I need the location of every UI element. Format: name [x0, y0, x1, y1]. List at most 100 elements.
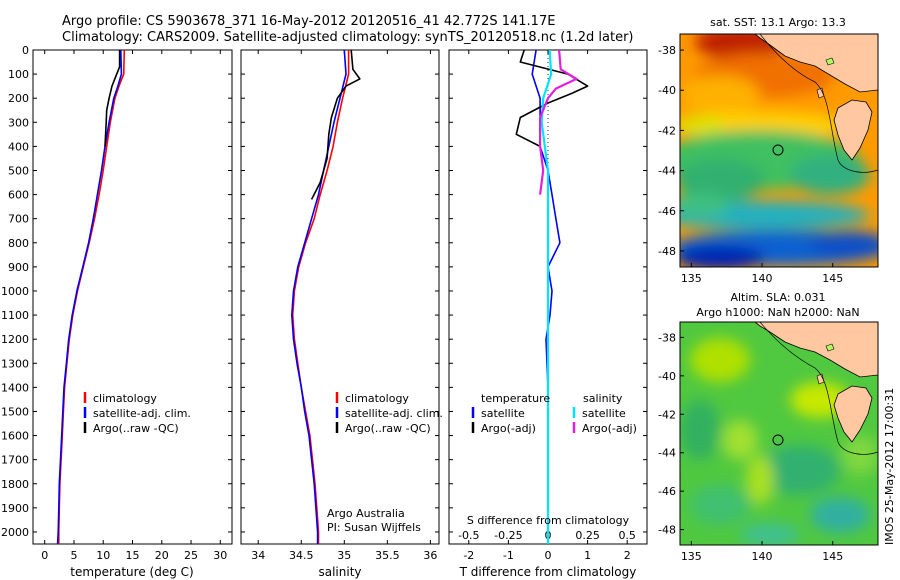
map-y-tick-label: -38	[658, 331, 676, 344]
title-line-1: Argo profile: CS 5903678_371 16-May-2012…	[62, 14, 555, 29]
series-line-satellite-adj-clim-	[290, 50, 347, 544]
difference-panel: -2 -1 0 1 2-0.5 -0.25 0 0.25 0.5 temperature sal…	[448, 49, 648, 579]
x-tick-label-t: 0	[545, 549, 552, 562]
x-tick-label: 20	[155, 549, 169, 562]
y-tick-label: 1200	[1, 333, 29, 346]
sla-field	[680, 322, 878, 545]
series-line-s-argo-adj-	[538, 50, 578, 195]
x-tick-label-s: 0.5	[618, 529, 636, 542]
imos-timestamp-label: IMOS 25-May-2012 17:00:31	[883, 388, 896, 545]
legend-label-t-argo: Argo(-adj)	[481, 422, 536, 435]
series-line-argo-raw-qc-	[104, 50, 121, 147]
x-tick-label: 34.5	[289, 549, 314, 562]
salinity-legend: climatology satellite-adj. clim. Argo(..…	[335, 392, 443, 435]
x-tick-label: 25	[184, 549, 198, 562]
legend-header-salinity: salinity	[583, 392, 623, 405]
x-tick-label: 35.5	[375, 549, 400, 562]
temperature-panel: 0100200300400500600700800900100011001200…	[1, 44, 233, 579]
land-overlay	[754, 322, 878, 455]
y-tick-label: 1900	[1, 502, 29, 515]
x-tick-label-s: -0.25	[494, 529, 522, 542]
legend-label-t-satellite: satellite	[481, 407, 525, 420]
x-tick-label-t: -2	[463, 549, 474, 562]
y-tick-label: 700	[8, 213, 29, 226]
sla-map-title-1: Altim. SLA: 0.031	[730, 291, 825, 304]
sla-map-title-2: Argo h1000: NaN h2000: NaN	[696, 306, 859, 319]
x-tick-label: 10	[96, 549, 110, 562]
y-tick-label: 800	[8, 237, 29, 250]
map-y-tick-label: -42	[658, 408, 676, 421]
map-x-tick-label: 140	[752, 550, 773, 563]
y-tick-label: 500	[8, 164, 29, 177]
legend-label-s-argo: Argo(-adj)	[582, 422, 637, 435]
map-y-tick-label: -48	[658, 245, 676, 258]
map-x-tick-label: 145	[822, 550, 843, 563]
y-tick-label: 1800	[1, 478, 29, 491]
map-y-tick-label: -44	[658, 447, 676, 460]
y-tick-label: 300	[8, 116, 29, 129]
map-x-tick-label: 145	[822, 272, 843, 285]
sst-field	[680, 34, 878, 267]
argo-location-marker	[772, 434, 784, 446]
y-tick-label: 1600	[1, 430, 29, 443]
y-tick-label: 1300	[1, 357, 29, 370]
sst-map-frame	[679, 33, 879, 268]
map-x-tick-label: 135	[681, 550, 702, 563]
map-y-tick-label: -48	[658, 524, 676, 537]
salinity-axes-box	[240, 49, 440, 545]
x-tick-label-t: 1	[584, 549, 591, 562]
y-tick-label: 1700	[1, 454, 29, 467]
legend-label-satellite: satellite-adj. clim.	[93, 407, 191, 420]
series-line-climatology	[291, 50, 350, 544]
legend-label-argo: Argo(..raw -QC)	[93, 422, 179, 435]
land-overlay	[754, 34, 878, 173]
x-tick-label: 15	[126, 549, 140, 562]
sla-map-panel: Altim. SLA: 0.031 Argo h1000: NaN h2000:…	[658, 291, 879, 563]
difference-xlabel: T difference from climatology	[459, 565, 637, 579]
x-tick-label-s: 0.25	[575, 529, 600, 542]
temperature-legend: climatology satellite-adj. clim. Argo(..…	[83, 392, 191, 435]
map-x-tick-label: 135	[681, 272, 702, 285]
temperature-xlabel: temperature (deg C)	[70, 565, 193, 579]
title-line-2: Climatology: CARS2009. Satellite-adjuste…	[62, 30, 634, 45]
x-tick-label: 34	[251, 549, 265, 562]
map-y-tick-label: -38	[658, 44, 676, 57]
x-tick-label: 5	[70, 549, 77, 562]
legend-label-climatology: climatology	[93, 392, 157, 405]
y-tick-label: 0	[22, 44, 29, 57]
x-tick-label: 36	[423, 549, 437, 562]
legend-label-satellite: satellite-adj. clim.	[345, 407, 443, 420]
salinity-panel: 34 34.5 35 35.5 36 climatology satellite-adj…	[240, 49, 443, 579]
map-y-tick-label: -44	[658, 165, 676, 178]
series-line-t-argo-adj-	[515, 50, 589, 148]
series-line-satellite-adj-clim-	[56, 50, 123, 544]
x-tick-label: 35	[337, 549, 351, 562]
legend-header-temperature: temperature	[481, 392, 550, 405]
legend-label-s-satellite: satellite	[582, 407, 626, 420]
sst-map-panel: sat. SST: 13.1 Argo: 13.3	[658, 16, 879, 285]
y-tick-label: 400	[8, 140, 29, 153]
x-tick-label: 0	[41, 549, 48, 562]
series-line-s-satellite	[540, 50, 553, 544]
x-tick-label-t: 2	[624, 549, 631, 562]
salinity-annotation-line-2: PI: Susan Wijffels	[327, 521, 421, 534]
y-tick-label: 1000	[1, 285, 29, 298]
x-tick-label-s: -0.5	[458, 529, 479, 542]
y-tick-label: 1500	[1, 405, 29, 418]
y-tick-label: 100	[8, 68, 29, 81]
y-tick-label: 1100	[1, 309, 29, 322]
map-y-tick-label: -46	[658, 205, 676, 218]
sst-map-title: sat. SST: 13.1 Argo: 13.3	[710, 16, 846, 29]
y-tick-label: 200	[8, 92, 29, 105]
legend-label-climatology: climatology	[345, 392, 409, 405]
y-tick-label: 600	[8, 189, 29, 202]
y-tick-label: 2000	[1, 526, 29, 539]
difference-legend: temperature salinity satellite Argo(-adj…	[471, 392, 637, 435]
sla-map-frame	[679, 321, 879, 546]
map-y-tick-label: -46	[658, 485, 676, 498]
y-tick-label: 1400	[1, 381, 29, 394]
salinity-xlabel: salinity	[318, 565, 361, 579]
x-tick-label: 30	[213, 549, 227, 562]
map-y-tick-label: -40	[658, 84, 676, 97]
